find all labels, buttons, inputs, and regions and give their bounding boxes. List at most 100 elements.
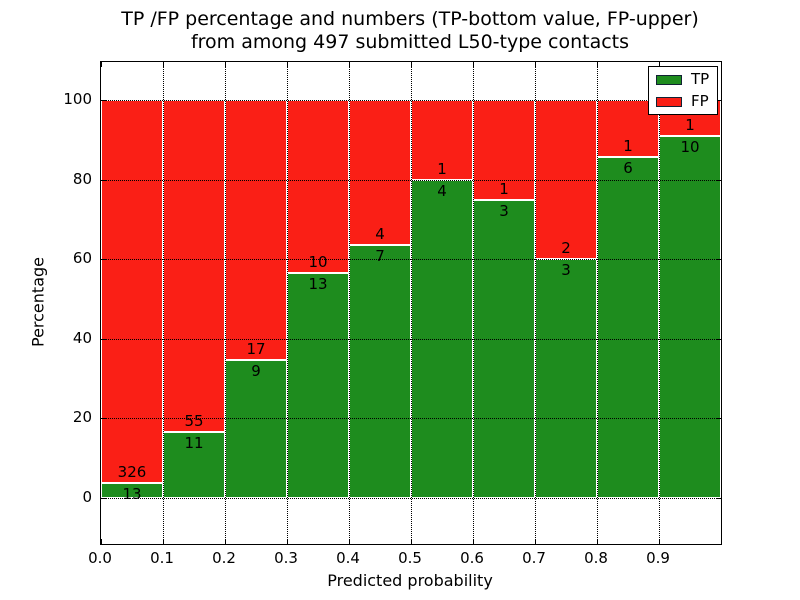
x-gridline bbox=[597, 62, 598, 544]
fp-count-label: 4 bbox=[375, 224, 385, 243]
x-tick-bottom bbox=[721, 539, 722, 544]
x-tick-bottom bbox=[597, 539, 598, 544]
tp-count-label: 4 bbox=[437, 181, 447, 200]
y-tick-left bbox=[101, 259, 106, 261]
x-tick-top bbox=[535, 62, 536, 67]
x-tick-top bbox=[597, 62, 598, 67]
fp-count-label: 1 bbox=[437, 159, 447, 178]
bar-tp-segment bbox=[535, 259, 597, 498]
fp-count-label: 55 bbox=[184, 411, 204, 430]
y-gridline bbox=[101, 498, 721, 499]
x-tick-label: 0.0 bbox=[88, 549, 112, 567]
x-tick-bottom bbox=[225, 539, 226, 544]
bar-fp-segment bbox=[411, 100, 473, 180]
x-tick-bottom bbox=[163, 539, 164, 544]
x-tick-label: 0.2 bbox=[212, 549, 236, 567]
y-gridline bbox=[101, 418, 721, 420]
x-tick-label: 0.5 bbox=[398, 549, 422, 567]
tp-count-label: 7 bbox=[375, 246, 385, 265]
x-tick-label: 0.4 bbox=[336, 549, 360, 567]
y-tick-left bbox=[101, 498, 106, 499]
plot-area: 326 13 55 11 17 9 10 13 4 7 1 4 1 3 2 3 1 6 1 10 bbox=[100, 61, 722, 545]
tp-count-label: 13 bbox=[122, 484, 142, 503]
chart-title: TP /FP percentage and numbers (TP-bottom… bbox=[100, 8, 720, 54]
bar-tp-segment bbox=[659, 136, 721, 498]
fp-color-swatch bbox=[656, 96, 682, 107]
tp-count-label: 3 bbox=[561, 261, 571, 280]
tp-count-label: 13 bbox=[308, 275, 328, 294]
chart-title-line2: from among 497 submitted L50-type contac… bbox=[190, 31, 630, 53]
y-tick-label: 100 bbox=[63, 90, 92, 108]
bar-tp-segment bbox=[225, 360, 287, 498]
x-tick-bottom bbox=[535, 539, 536, 544]
tp-count-label: 10 bbox=[680, 138, 700, 157]
y-tick-left bbox=[101, 100, 106, 101]
bar-fp-segment bbox=[349, 100, 411, 245]
fp-count-label: 326 bbox=[117, 462, 147, 481]
x-tick-label: 0.7 bbox=[522, 549, 546, 567]
x-gridline bbox=[349, 62, 350, 544]
x-tick-bottom bbox=[101, 539, 102, 544]
x-gridline bbox=[163, 62, 164, 544]
x-tick-top bbox=[659, 62, 660, 67]
tp-color-swatch bbox=[656, 74, 682, 85]
x-tick-top bbox=[287, 62, 288, 67]
y-tick-right bbox=[716, 418, 721, 420]
x-tick-bottom bbox=[349, 539, 350, 544]
y-tick-right bbox=[716, 338, 721, 340]
y-tick-label: 60 bbox=[72, 249, 92, 268]
bar-fp-segment bbox=[287, 100, 349, 274]
fp-count-label: 17 bbox=[246, 340, 266, 359]
tp-count-label: 6 bbox=[623, 158, 633, 177]
x-tick-top bbox=[101, 62, 102, 67]
x-tick-top bbox=[473, 62, 474, 67]
x-gridline bbox=[659, 62, 660, 544]
y-tick-label: 80 bbox=[72, 169, 92, 188]
x-tick-top bbox=[411, 62, 412, 67]
bar-tp-segment bbox=[411, 179, 473, 498]
x-tick-label: 0.3 bbox=[274, 549, 298, 567]
fp-count-label: 2 bbox=[561, 239, 571, 258]
bar-tp-segment bbox=[349, 244, 411, 498]
bar-fp-segment bbox=[225, 100, 287, 361]
y-tick-right bbox=[716, 179, 721, 181]
legend: TP FP bbox=[648, 66, 719, 115]
bar-tp-segment bbox=[163, 431, 225, 498]
fp-count-label: 1 bbox=[499, 179, 509, 198]
y-axis-label: Percentage bbox=[28, 256, 48, 348]
x-tick-top bbox=[721, 62, 722, 67]
x-gridline bbox=[473, 62, 474, 544]
y-tick-label: 0 bbox=[82, 488, 92, 506]
y-tick-right bbox=[716, 498, 721, 499]
y-tick-left bbox=[101, 338, 106, 340]
fp-count-label: 1 bbox=[623, 136, 633, 155]
x-tick-bottom bbox=[287, 539, 288, 544]
chart-title-line1: TP /FP percentage and numbers (TP-bottom… bbox=[121, 8, 699, 30]
y-tick-left bbox=[101, 179, 106, 181]
x-gridline bbox=[225, 62, 226, 544]
bar-tp-segment bbox=[597, 156, 659, 498]
x-tick-bottom bbox=[411, 539, 412, 544]
x-tick-bottom bbox=[659, 539, 660, 544]
bar-tp-segment bbox=[101, 482, 163, 498]
x-tick-bottom bbox=[473, 539, 474, 544]
legend-entry-tp: TP bbox=[656, 72, 709, 87]
y-tick-label: 20 bbox=[72, 408, 92, 427]
x-gridline bbox=[411, 62, 412, 544]
legend-label-tp: TP bbox=[691, 70, 710, 88]
x-axis-label: Predicted probability bbox=[327, 571, 493, 590]
y-gridline bbox=[101, 259, 721, 261]
legend-label-fp: FP bbox=[691, 92, 709, 110]
tp-count-label: 3 bbox=[499, 201, 509, 220]
x-tick-top bbox=[349, 62, 350, 67]
y-gridline bbox=[101, 100, 721, 101]
bar-fp-segment bbox=[163, 100, 225, 432]
y-tick-right bbox=[716, 100, 721, 101]
y-gridline bbox=[101, 179, 721, 181]
y-tick-left bbox=[101, 418, 106, 420]
y-tick-label: 40 bbox=[72, 328, 92, 347]
x-tick-top bbox=[163, 62, 164, 67]
fp-count-label: 1 bbox=[685, 116, 695, 135]
fp-count-label: 10 bbox=[308, 253, 328, 272]
